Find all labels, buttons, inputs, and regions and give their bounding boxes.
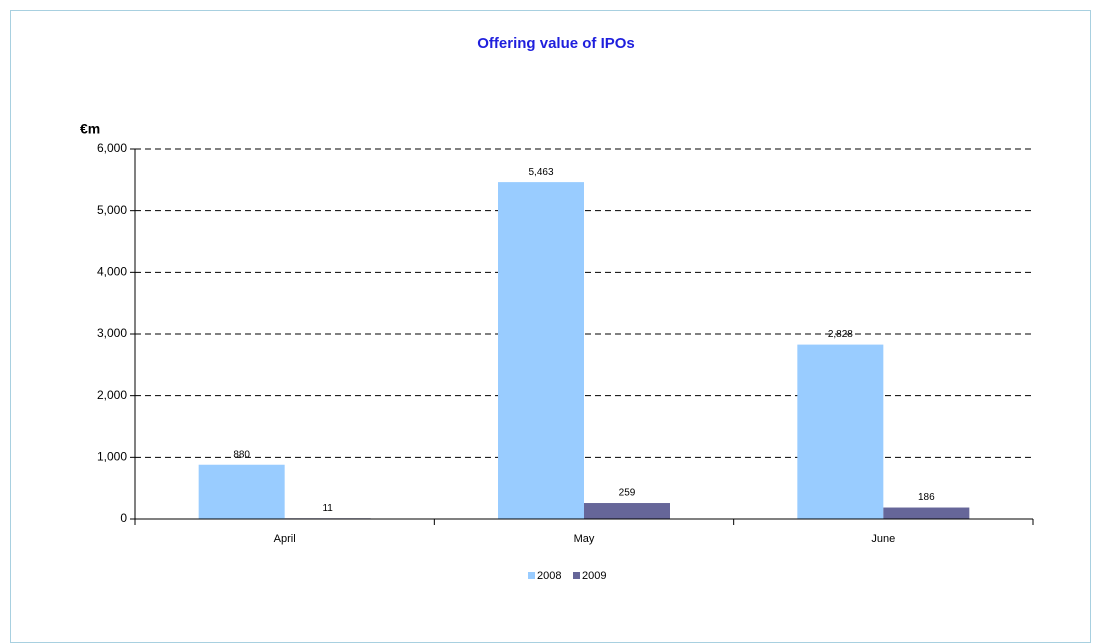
x-tick-label: April (274, 533, 296, 545)
legend-swatch (573, 572, 580, 579)
x-tick-label: June (871, 533, 895, 545)
legend-label: 2008 (537, 570, 561, 582)
y-tick-label: 1,000 (97, 450, 127, 464)
y-tick-label: 0 (120, 511, 127, 525)
bar (883, 507, 970, 519)
data-label: 11 (322, 503, 333, 514)
y-tick-label: 2,000 (97, 388, 127, 402)
y-tick-label: 5,000 (97, 203, 127, 217)
data-label: 186 (918, 492, 935, 503)
bar (584, 503, 670, 519)
legend-swatch (528, 572, 535, 579)
legend-label: 2009 (582, 570, 606, 582)
bar (797, 344, 884, 519)
y-tick-label: 4,000 (97, 265, 127, 279)
bar (498, 182, 584, 520)
data-label: 2,828 (828, 329, 853, 340)
y-tick-label: 3,000 (97, 326, 127, 340)
bar (198, 464, 285, 519)
y-axis-label: €m (80, 121, 100, 137)
y-tick-label: 6,000 (97, 141, 127, 155)
x-tick-label: May (574, 533, 595, 545)
chart-title: Offering value of IPOs (477, 35, 635, 52)
data-label: 5,463 (528, 167, 553, 178)
data-label: 880 (233, 449, 250, 460)
data-label: 259 (619, 488, 636, 499)
